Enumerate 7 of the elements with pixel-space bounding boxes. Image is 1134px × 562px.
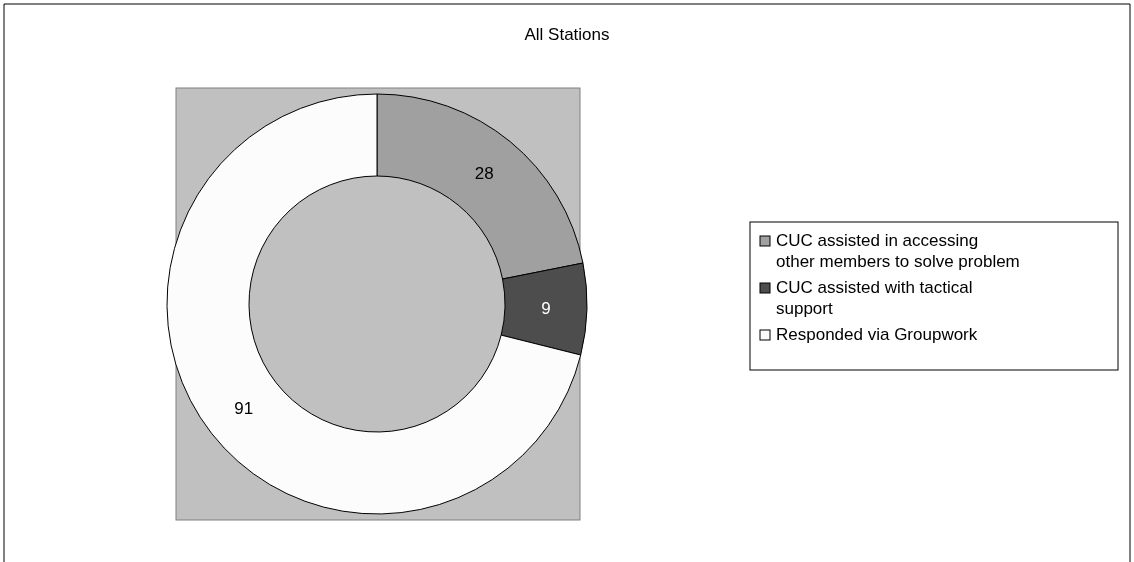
chart-title: All Stations [524,25,610,44]
data-label: 9 [541,299,551,319]
data-label: 28 [474,164,494,184]
data-label: 91 [234,398,254,418]
legend-label: Responded via Groupwork [776,325,978,344]
legend-label: CUC assisted in accessing other members to solve problem [776,231,1020,271]
legend-label: CUC assisted with tactical support [776,278,973,318]
